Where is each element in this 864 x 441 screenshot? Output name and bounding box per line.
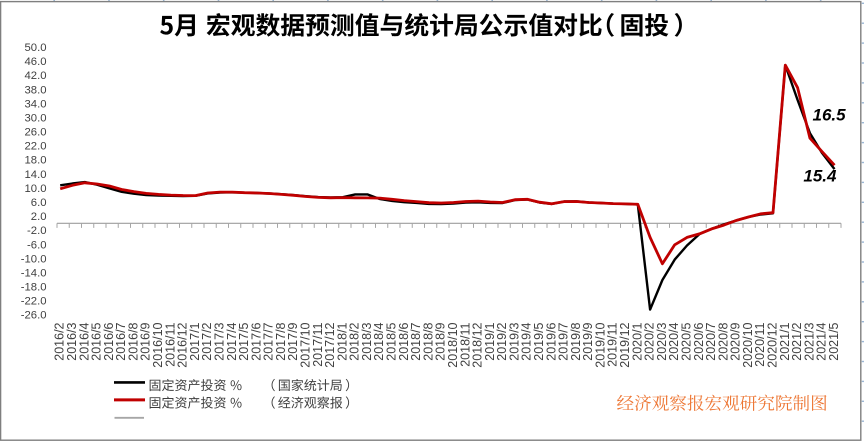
svg-text:46.0: 46.0: [25, 56, 47, 68]
svg-text:2018/12: 2018/12: [471, 322, 485, 367]
svg-text:-6.0: -6.0: [27, 239, 46, 251]
svg-text:2020/6: 2020/6: [692, 322, 706, 360]
svg-text:2016/12: 2016/12: [176, 322, 190, 367]
svg-text:26.0: 26.0: [25, 127, 47, 139]
svg-text:2016/5: 2016/5: [90, 322, 104, 360]
svg-text:10.0: 10.0: [25, 183, 47, 195]
svg-text:2017/1: 2017/1: [188, 322, 202, 360]
svg-text:2017/12: 2017/12: [323, 322, 337, 367]
svg-text:2020/2: 2020/2: [643, 322, 657, 360]
svg-text:-26.0: -26.0: [21, 310, 47, 322]
svg-text:2017/3: 2017/3: [213, 322, 227, 360]
svg-text:2019/1: 2019/1: [483, 322, 497, 360]
svg-text:2020/1: 2020/1: [630, 322, 644, 360]
svg-text:2018/4: 2018/4: [372, 322, 386, 360]
svg-text:2021/5: 2021/5: [827, 322, 841, 360]
svg-text:22.0: 22.0: [25, 141, 47, 153]
svg-text:18.0: 18.0: [25, 155, 47, 167]
svg-text:2016/7: 2016/7: [114, 322, 128, 360]
svg-text:2021/3: 2021/3: [802, 322, 816, 360]
svg-text:-14.0: -14.0: [21, 267, 47, 279]
svg-text:2020/8: 2020/8: [716, 322, 730, 360]
svg-text:2019/12: 2019/12: [618, 322, 632, 367]
svg-text:2019/4: 2019/4: [520, 322, 534, 360]
svg-text:2017/6: 2017/6: [249, 322, 263, 360]
svg-text:-10.0: -10.0: [21, 253, 47, 265]
svg-text:34.0: 34.0: [25, 98, 47, 110]
svg-text:2020/5: 2020/5: [680, 322, 694, 360]
svg-text:2020/7: 2020/7: [704, 322, 718, 360]
svg-text:2019/2: 2019/2: [495, 322, 509, 360]
svg-text:14.0: 14.0: [25, 169, 47, 181]
svg-text:2019/8: 2019/8: [569, 322, 583, 360]
svg-text:2021/1: 2021/1: [778, 322, 792, 360]
svg-text:2019/7: 2019/7: [557, 322, 571, 360]
svg-text:2020/12: 2020/12: [766, 322, 780, 367]
svg-text:2.0: 2.0: [31, 211, 47, 223]
svg-text:16.5: 16.5: [813, 105, 847, 124]
svg-text:2019/3: 2019/3: [507, 322, 521, 360]
svg-text:2017/2: 2017/2: [200, 322, 214, 360]
svg-text:2019/10: 2019/10: [594, 322, 608, 367]
svg-text:15.4: 15.4: [803, 167, 837, 186]
svg-text:2017/7: 2017/7: [262, 322, 276, 360]
svg-text:2017/10: 2017/10: [299, 322, 313, 367]
svg-text:2017/11: 2017/11: [311, 322, 325, 366]
svg-text:2016/3: 2016/3: [65, 322, 79, 360]
svg-text:2016/4: 2016/4: [77, 322, 91, 360]
svg-text:2020/3: 2020/3: [655, 322, 669, 360]
svg-text:2016/6: 2016/6: [102, 322, 116, 360]
svg-text:2021/4: 2021/4: [815, 322, 829, 360]
svg-text:2021/2: 2021/2: [790, 322, 804, 360]
svg-text:6.0: 6.0: [31, 197, 47, 209]
svg-text:-2.0: -2.0: [27, 225, 46, 237]
svg-text:42.0: 42.0: [25, 70, 47, 82]
svg-text:2018/11: 2018/11: [458, 322, 472, 366]
svg-text:2019/9: 2019/9: [581, 322, 595, 360]
svg-text:2018/10: 2018/10: [446, 322, 460, 367]
svg-text:-18.0: -18.0: [21, 282, 47, 294]
svg-text:2016/2: 2016/2: [53, 322, 67, 360]
svg-text:2016/10: 2016/10: [151, 322, 165, 367]
svg-text:2018/2: 2018/2: [348, 322, 362, 360]
svg-text:2019/5: 2019/5: [532, 322, 546, 360]
svg-text:2018/3: 2018/3: [360, 322, 374, 360]
svg-text:2018/1: 2018/1: [335, 322, 349, 360]
svg-text:2017/8: 2017/8: [274, 322, 288, 360]
svg-text:2018/5: 2018/5: [385, 322, 399, 360]
svg-text:2017/5: 2017/5: [237, 322, 251, 360]
svg-text:2020/9: 2020/9: [729, 322, 743, 360]
svg-text:2019/11: 2019/11: [606, 322, 620, 366]
svg-text:38.0: 38.0: [25, 84, 47, 96]
svg-text:2020/4: 2020/4: [667, 322, 681, 360]
svg-text:2020/10: 2020/10: [741, 322, 755, 367]
svg-text:2018/8: 2018/8: [421, 322, 435, 360]
svg-text:2018/7: 2018/7: [409, 322, 423, 360]
svg-text:2020/11: 2020/11: [753, 322, 767, 366]
svg-text:2017/9: 2017/9: [286, 322, 300, 360]
svg-text:30.0: 30.0: [25, 113, 47, 125]
svg-text:2017/4: 2017/4: [225, 322, 239, 360]
svg-text:2018/6: 2018/6: [397, 322, 411, 360]
svg-text:2016/8: 2016/8: [126, 322, 140, 360]
svg-text:2018/9: 2018/9: [434, 322, 448, 360]
svg-text:2016/11: 2016/11: [163, 322, 177, 366]
svg-text:2019/6: 2019/6: [544, 322, 558, 360]
svg-text:2016/9: 2016/9: [139, 322, 153, 360]
svg-text:50.0: 50.0: [25, 42, 47, 54]
svg-text:-22.0: -22.0: [21, 296, 47, 308]
